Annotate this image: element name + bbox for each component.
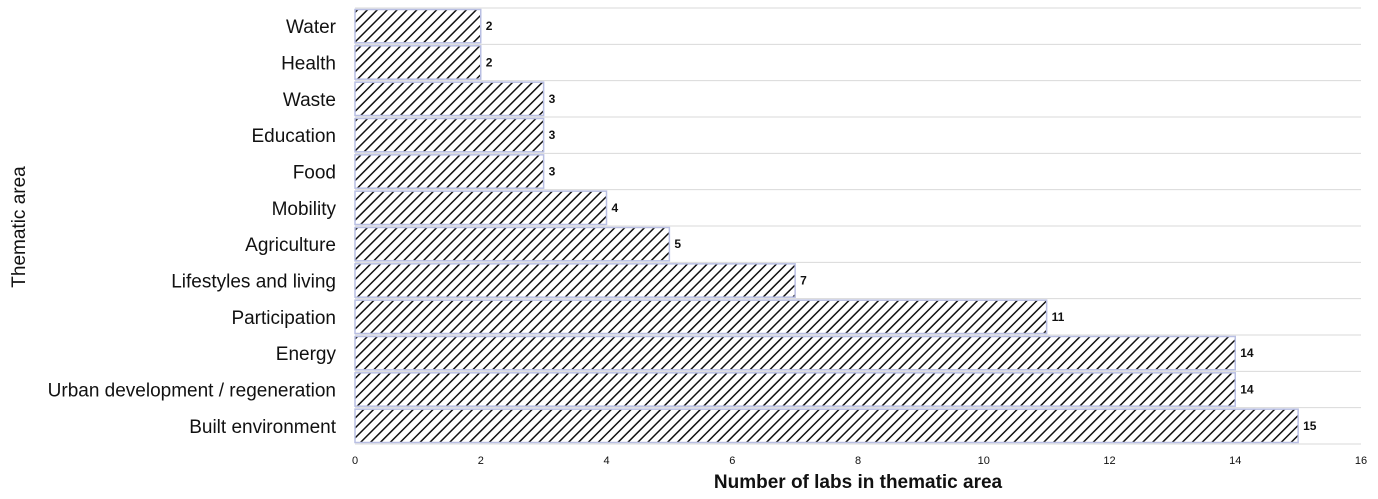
x-tick-label: 10 (978, 455, 990, 467)
x-tick-label: 6 (729, 455, 735, 467)
bar (354, 263, 796, 298)
bar (354, 154, 545, 189)
data-label: 3 (549, 92, 556, 106)
data-label: 2 (486, 19, 493, 33)
data-label: 14 (1240, 346, 1254, 360)
x-tick-label: 14 (1229, 455, 1241, 467)
bar (354, 226, 671, 262)
bar (354, 8, 482, 44)
x-tick-label: 12 (1103, 455, 1115, 467)
bar (354, 408, 1299, 444)
category-label: Built environment (189, 417, 337, 438)
category-label: Waste (283, 90, 336, 111)
data-label: 4 (612, 201, 619, 215)
category-label: Water (286, 17, 337, 38)
bars (354, 8, 1299, 444)
bar (354, 45, 482, 80)
bar (354, 190, 608, 226)
data-label: 14 (1240, 383, 1254, 397)
x-tick-label: 16 (1355, 455, 1367, 467)
category-label: Health (281, 54, 336, 75)
x-tick-label: 4 (603, 455, 609, 467)
category-label: Agriculture (245, 235, 336, 256)
y-axis-title: Thematic area (9, 166, 30, 288)
category-label: Mobility (272, 199, 337, 220)
x-tick-label: 2 (478, 455, 484, 467)
bar (354, 299, 1048, 335)
x-tick-label: 0 (352, 455, 358, 467)
labels: Water 2 Health 2 Waste 3 Education 3 Food 3 Mobili… (48, 17, 1367, 467)
bar (354, 372, 1236, 407)
bar (354, 117, 545, 153)
data-label: 3 (549, 128, 556, 142)
bar (354, 81, 545, 117)
category-label: Education (251, 126, 336, 147)
data-label: 7 (800, 274, 807, 288)
category-label: Lifestyles and living (171, 272, 336, 293)
x-axis-title: Number of labs in thematic area (714, 472, 1003, 493)
category-label: Participation (231, 308, 336, 329)
x-tick-label: 8 (855, 455, 861, 467)
grid-lines (355, 7, 1361, 445)
data-label: 5 (674, 237, 681, 251)
data-label: 3 (549, 165, 556, 179)
category-label: Food (293, 163, 336, 184)
category-label: Energy (276, 344, 337, 365)
data-label: 11 (1052, 310, 1065, 324)
data-label: 2 (486, 56, 493, 70)
bar (354, 335, 1236, 371)
data-label: 15 (1303, 419, 1317, 433)
category-label: Urban development / regeneration (48, 381, 336, 402)
